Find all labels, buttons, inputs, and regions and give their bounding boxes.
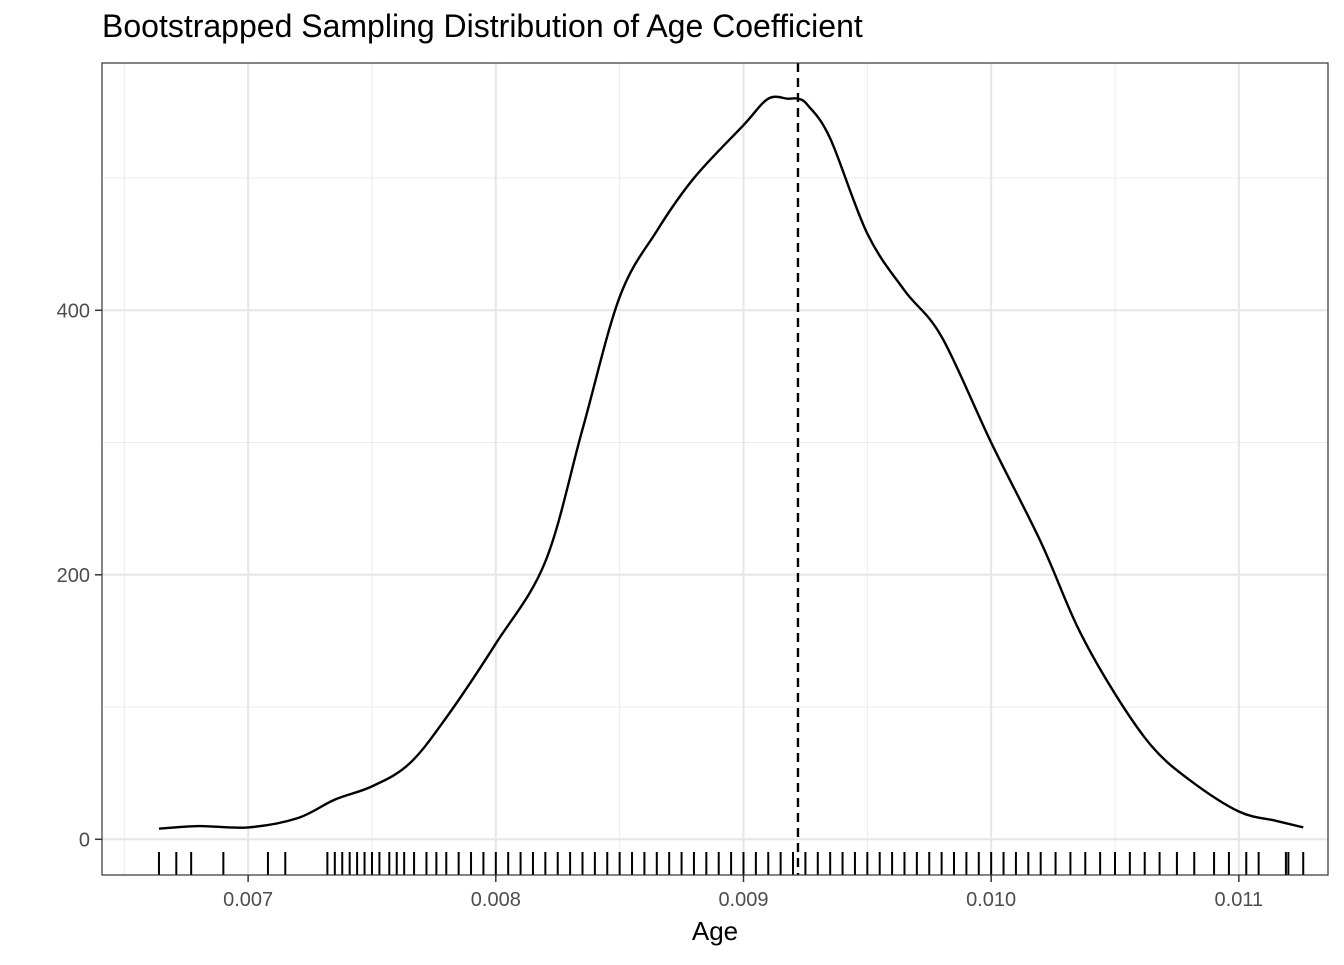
chart-title: Bootstrapped Sampling Distribution of Ag… bbox=[102, 8, 863, 44]
y-tick-label: 0 bbox=[79, 829, 90, 851]
y-tick-label: 200 bbox=[57, 565, 90, 587]
x-tick-label: 0.011 bbox=[1215, 889, 1264, 911]
y-tick-label: 400 bbox=[57, 300, 90, 322]
x-tick-label: 0.007 bbox=[223, 889, 273, 911]
x-axis-label: Age bbox=[692, 916, 738, 946]
panel-border bbox=[101, 62, 1329, 876]
x-tick-label: 0.009 bbox=[718, 889, 768, 911]
x-tick-label: 0.008 bbox=[471, 889, 521, 911]
density-line bbox=[158, 95, 1304, 830]
x-tick-label: 0.010 bbox=[966, 889, 1016, 911]
